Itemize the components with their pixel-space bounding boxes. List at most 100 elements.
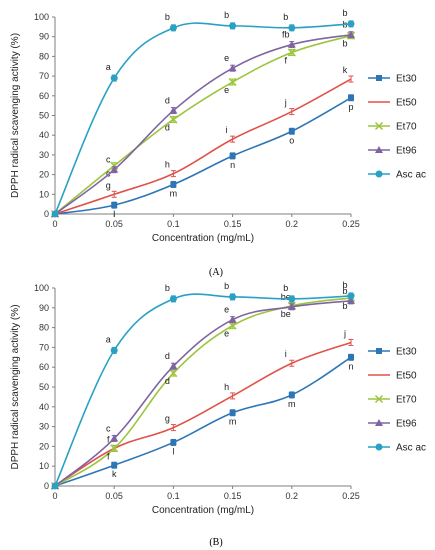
y-tick-label: 0 bbox=[44, 209, 49, 219]
significance-letter: i bbox=[285, 349, 287, 359]
significance-letter: m bbox=[229, 417, 237, 427]
legend-marker bbox=[375, 146, 383, 153]
y-tick-label: 40 bbox=[39, 130, 49, 140]
significance-letter: d bbox=[165, 96, 170, 106]
data-point bbox=[169, 362, 178, 370]
y-axis-title: DPPH radical scavenging activity (%) bbox=[10, 33, 21, 198]
legend-item: Et96 bbox=[368, 146, 417, 157]
data-point bbox=[287, 48, 296, 57]
series-line-et70 bbox=[54, 34, 352, 215]
y-tick-label: 90 bbox=[39, 303, 49, 313]
significance-letter: a bbox=[106, 62, 111, 72]
data-point bbox=[288, 295, 296, 303]
x-tick-label: 0.15 bbox=[224, 491, 242, 501]
significance-letter: f bbox=[285, 55, 288, 65]
legend-marker bbox=[375, 443, 383, 451]
significance-letter: d bbox=[165, 122, 170, 132]
data-point bbox=[347, 20, 355, 28]
data-point bbox=[228, 77, 237, 87]
legend-marker bbox=[375, 170, 383, 178]
legend-marker bbox=[376, 75, 382, 81]
significance-letter: a bbox=[106, 334, 111, 344]
y-tick-label: 0 bbox=[44, 481, 49, 491]
legend-marker bbox=[374, 121, 384, 131]
data-point bbox=[170, 181, 177, 188]
significance-letter: f bbox=[107, 434, 110, 444]
data-point bbox=[229, 152, 236, 159]
significance-letter: b bbox=[224, 281, 229, 291]
series-line-et30 bbox=[54, 97, 352, 215]
significance-letter: b bbox=[224, 10, 229, 20]
legend-item: Et30 bbox=[368, 347, 417, 358]
data-point bbox=[288, 24, 296, 32]
data-point bbox=[169, 106, 178, 114]
data-point bbox=[229, 293, 237, 301]
y-tick-label: 20 bbox=[39, 170, 49, 180]
legend-marker bbox=[376, 348, 382, 354]
significance-letter: b bbox=[342, 286, 347, 296]
significance-letter: b bbox=[165, 283, 170, 293]
significance-letter: b bbox=[283, 283, 288, 293]
significance-letter: b bbox=[165, 12, 170, 22]
panel-label-a: (A) bbox=[209, 267, 223, 278]
significance-letter: j bbox=[343, 328, 346, 338]
chart-panel-b: 0 10 20 30 40 50 60 70 80 90 100 0 0.05 0.1 0.15 0.2 0.2… bbox=[10, 280, 426, 516]
data-point bbox=[169, 369, 178, 378]
legend-marker bbox=[375, 419, 383, 426]
data-point bbox=[51, 210, 59, 218]
x-axis-title: Concentration (mg/mL) bbox=[152, 233, 254, 244]
data-point bbox=[228, 64, 237, 72]
x-tick-label: 0.05 bbox=[105, 491, 123, 501]
y-tick-label: 80 bbox=[39, 323, 49, 333]
legend-label: Et70 bbox=[396, 122, 417, 133]
data-point bbox=[111, 462, 118, 469]
legend-marker bbox=[374, 394, 384, 404]
data-point bbox=[228, 315, 237, 323]
y-tick-label: 30 bbox=[39, 150, 49, 160]
data-point bbox=[110, 74, 118, 82]
data-point bbox=[288, 391, 295, 398]
y-tick-label: 20 bbox=[39, 441, 49, 451]
significance-letter: l bbox=[172, 446, 174, 456]
significance-letter: fb bbox=[282, 30, 290, 40]
significance-letter: k bbox=[343, 65, 348, 75]
y-axis-title: DPPH radical scavenging activity (%) bbox=[10, 304, 21, 469]
significance-letter: be bbox=[281, 292, 291, 302]
significance-letter: e bbox=[224, 85, 229, 95]
data-point bbox=[347, 30, 355, 38]
panel-label-b: (B) bbox=[209, 537, 222, 548]
data-point bbox=[348, 94, 354, 101]
significance-letter: e bbox=[224, 329, 229, 339]
significance-letter: h bbox=[165, 160, 170, 170]
significance-letter: g bbox=[165, 414, 170, 424]
y-tick-label: 70 bbox=[39, 342, 49, 352]
significance-letter: n bbox=[348, 361, 353, 371]
x-tick-label: 0.15 bbox=[224, 219, 242, 229]
legend-label: Et50 bbox=[396, 371, 417, 382]
legend-label: Et50 bbox=[396, 98, 417, 109]
x-tick-label: 0.1 bbox=[167, 219, 180, 229]
significance-letter: p bbox=[348, 102, 353, 112]
significance-letter: be bbox=[281, 309, 291, 319]
data-point bbox=[229, 22, 237, 30]
legend-label: Et30 bbox=[396, 74, 417, 85]
significance-letter: m bbox=[170, 188, 178, 198]
x-tick-label: 0 bbox=[52, 491, 57, 501]
significance-letter: h bbox=[224, 382, 229, 392]
y-tick-label: 80 bbox=[39, 51, 49, 61]
data-point bbox=[347, 292, 355, 300]
legend-item: Asc ac bbox=[368, 443, 426, 454]
y-tick-label: 50 bbox=[39, 382, 49, 392]
legend-label: Et96 bbox=[396, 146, 417, 157]
data-point bbox=[170, 439, 177, 446]
significance-letter: d bbox=[165, 351, 170, 361]
legend-item: Et70 bbox=[368, 122, 417, 133]
y-tick-label: 70 bbox=[39, 71, 49, 81]
x-tick-label: 0.2 bbox=[286, 491, 299, 501]
significance-letter: m bbox=[288, 399, 296, 409]
significance-letter: g bbox=[106, 180, 111, 190]
y-tick-label: 10 bbox=[39, 189, 49, 199]
legend-label: Et30 bbox=[396, 347, 417, 358]
significance-letter: d bbox=[165, 376, 170, 386]
